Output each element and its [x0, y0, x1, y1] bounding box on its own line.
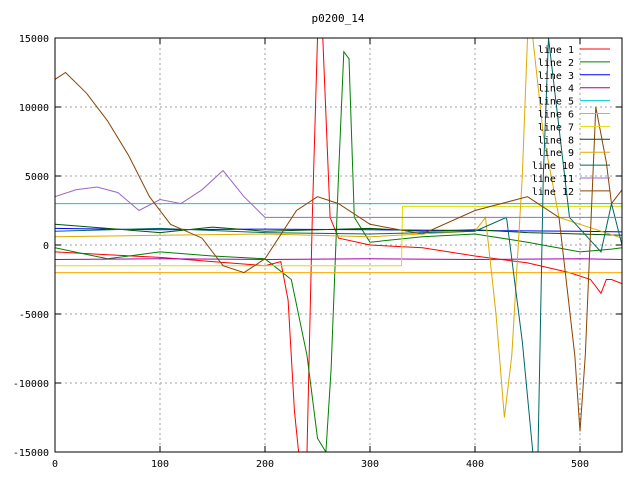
legend-label: line 12 [532, 187, 574, 198]
legend-label: line 2 [538, 58, 574, 69]
y-tick-label: -10000 [13, 379, 49, 390]
legend-label: line 4 [538, 84, 574, 95]
y-tick-label: 15000 [19, 34, 49, 45]
legend-label: line 10 [532, 161, 574, 172]
legend-label: line 8 [538, 135, 574, 146]
series-line-12 [55, 71, 622, 432]
legend-label: line 11 [532, 174, 574, 185]
x-tick-label: 100 [151, 459, 169, 470]
x-tick-label: 500 [571, 459, 589, 470]
legend-label: line 1 [538, 45, 574, 56]
y-tick-label: -15000 [13, 448, 49, 459]
legend-label: line 6 [538, 110, 574, 121]
x-tick-label: 300 [361, 459, 379, 470]
series-line-9 [55, 38, 622, 418]
y-tick-label: 10000 [19, 103, 49, 114]
legend-label: line 3 [538, 71, 574, 82]
y-tick-label: 0 [43, 241, 49, 252]
x-tick-label: 400 [466, 459, 484, 470]
legend-label: line 9 [538, 148, 574, 159]
legend-label: line 5 [538, 97, 574, 108]
axis-ticks: 0 100 200 300 400 500 -15000 -10000 -5000 0 5000 10… [13, 34, 622, 470]
series-line-3 [55, 227, 622, 233]
series-line-11 [55, 169, 622, 218]
x-tick-label: 200 [256, 459, 274, 470]
legend-label: line 7 [538, 122, 574, 133]
series-line-4 [55, 258, 622, 261]
series-line-7 [55, 205, 622, 267]
y-tick-label: -5000 [19, 310, 49, 321]
series-line-8 [55, 223, 622, 236]
series-line-2 [55, 50, 622, 452]
x-tick-label: 0 [52, 459, 58, 470]
series-group [55, 38, 622, 452]
y-tick-label: 5000 [25, 172, 49, 183]
chart-title: p0200_14 [312, 12, 365, 25]
